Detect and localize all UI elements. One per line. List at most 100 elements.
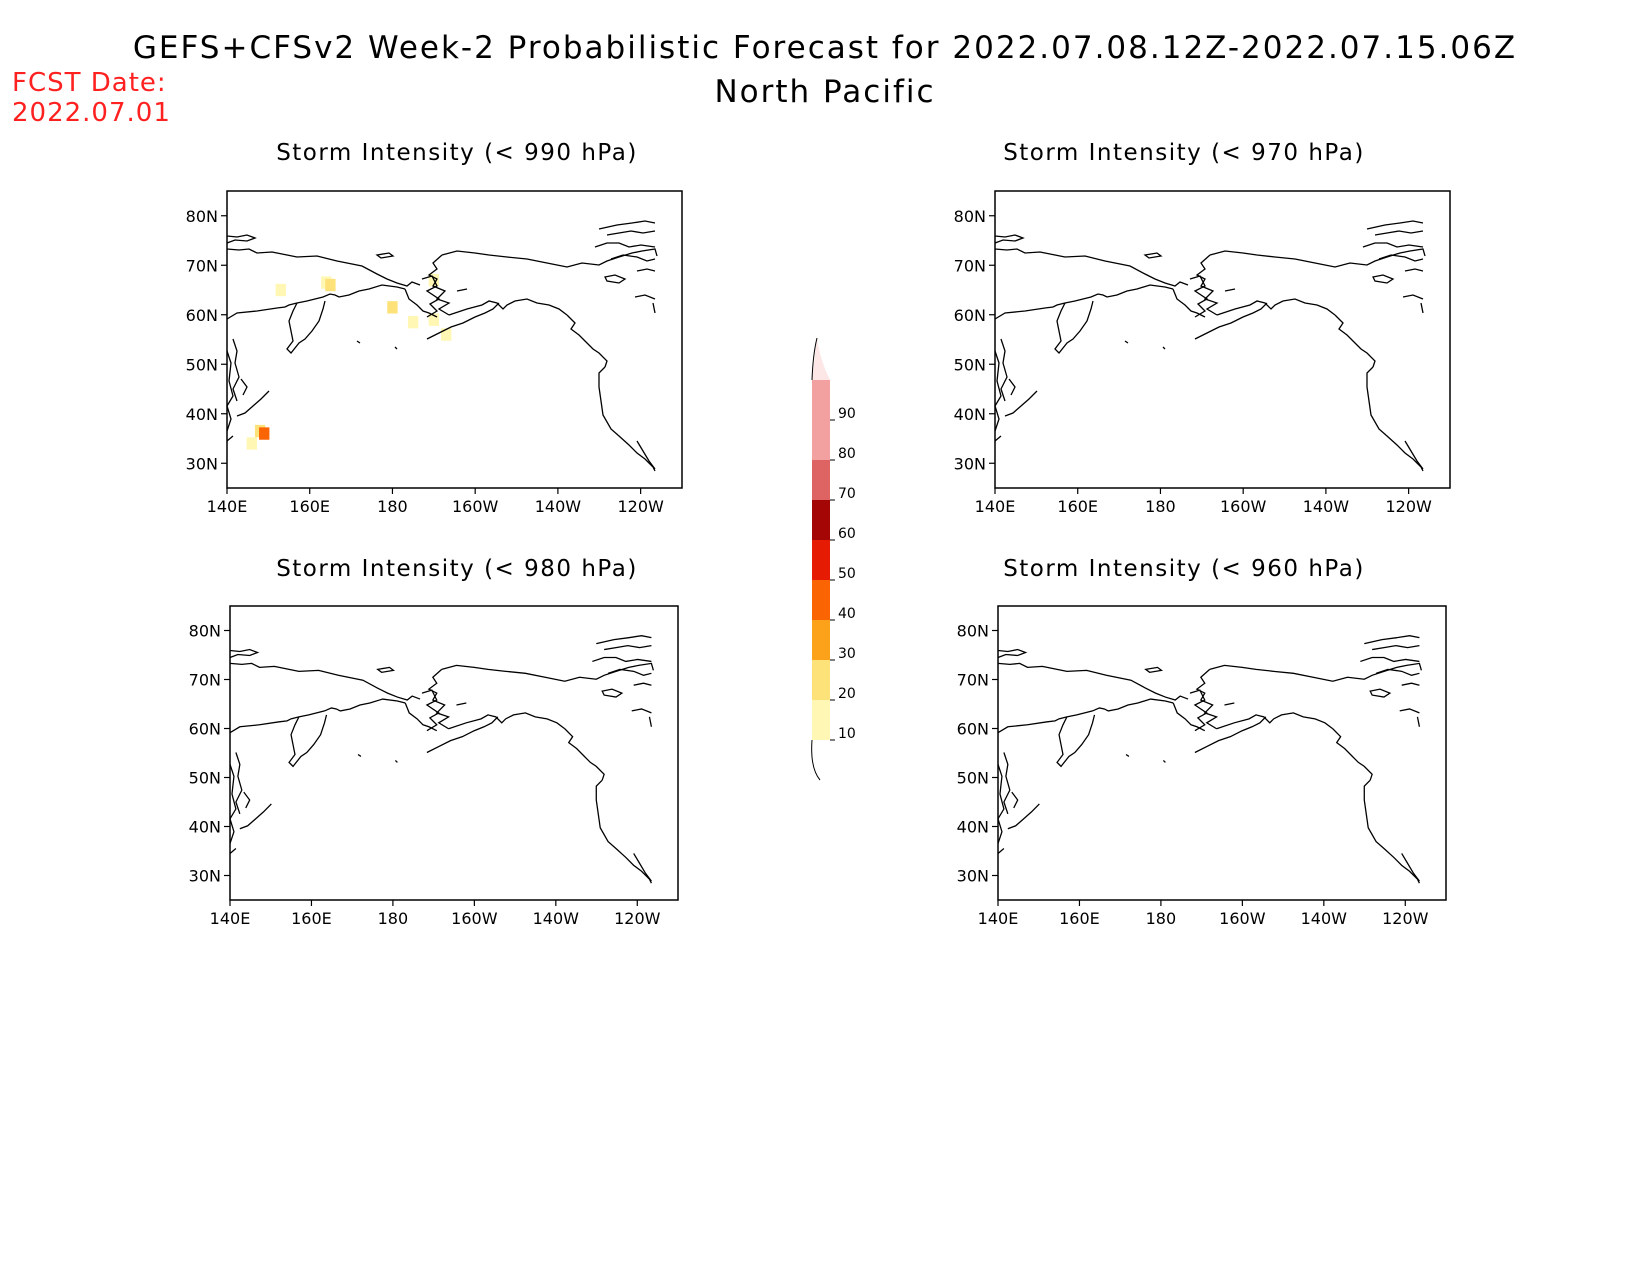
- lat-tick-label: 60N: [186, 306, 218, 325]
- map-frame: [994, 190, 1451, 489]
- probability-cell: [275, 283, 286, 297]
- lat-tick-label: 60N: [957, 720, 989, 739]
- lon-tick-label: 120W: [614, 909, 661, 928]
- probability-cell: [428, 313, 439, 326]
- lat-tick-label: 50N: [957, 769, 989, 788]
- colorbar: 10 20 30 40 50 60 70 80 90: [811, 337, 856, 781]
- colorbar-arrow-edge: [811, 739, 821, 781]
- lat-tick-label: 30N: [954, 454, 986, 473]
- lat-tick-label: 30N: [189, 867, 221, 886]
- colorbar-segment: [812, 660, 830, 700]
- lat-tick-label: 40N: [186, 405, 218, 424]
- lon-tick-label: 140W: [1301, 909, 1348, 928]
- coastline: [226, 220, 658, 472]
- lat-tick-label: 70N: [954, 256, 986, 275]
- lat-tick-label: 50N: [189, 769, 221, 788]
- lon-tick-label: 140E: [207, 497, 248, 516]
- lat-tick-label: 40N: [954, 405, 986, 424]
- panel-title-960: Storm Intensity (< 960 hPa): [1003, 556, 1365, 582]
- probability-cell: [325, 278, 336, 292]
- lon-tick-label: 160E: [291, 909, 332, 928]
- map-980: 140E 160E 180 160W 140W 120W 80N 70N 60N 50N 40N 30…: [189, 605, 679, 928]
- map-960: 140E 160E 180 160W 140W 120W 80N 70N 60N 50N 40N 30…: [957, 605, 1447, 928]
- coastline: [994, 220, 1426, 472]
- lat-tick-label: 30N: [186, 454, 218, 473]
- colorbar-level-label: 30: [838, 646, 856, 662]
- colorbar-segment: [812, 500, 830, 540]
- lat-tick-label: 80N: [186, 207, 218, 226]
- colorbar-level-label: 40: [838, 606, 856, 622]
- lon-tick-label: 160E: [289, 497, 330, 516]
- lon-tick-label: 180: [377, 497, 408, 516]
- probability-cell: [441, 328, 452, 341]
- lat-tick-label: 80N: [954, 207, 986, 226]
- lon-tick-label: 140W: [1303, 497, 1350, 516]
- lat-tick-label: 50N: [954, 355, 986, 374]
- map-frame: [997, 605, 1447, 901]
- colorbar-segment: [812, 620, 830, 660]
- lon-tick-label: 180: [1145, 497, 1176, 516]
- lat-tick-label: 80N: [957, 622, 989, 641]
- lat-tick-label: 60N: [189, 720, 221, 739]
- colorbar-segment: [812, 540, 830, 580]
- probability-cell: [246, 437, 257, 450]
- colorbar-level-label: 20: [838, 686, 856, 702]
- panel-title-970: Storm Intensity (< 970 hPa): [1003, 140, 1365, 166]
- probability-cell: [259, 427, 270, 440]
- lat-tick-label: 70N: [186, 256, 218, 275]
- map-970: 140E 160E 180 160W 140W 120W 80N 70N 60N 50N 40N 30…: [954, 190, 1451, 516]
- lon-tick-label: 140E: [210, 909, 251, 928]
- lat-tick-label: 70N: [189, 671, 221, 690]
- colorbar-level-label: 60: [838, 526, 856, 542]
- coastline: [229, 635, 655, 884]
- lon-tick-label: 160W: [451, 909, 498, 928]
- lon-tick-label: 160W: [1220, 497, 1267, 516]
- lat-tick-label: 30N: [957, 867, 989, 886]
- lat-tick-label: 70N: [957, 671, 989, 690]
- probability-cell: [407, 315, 419, 329]
- lat-tick-label: 40N: [957, 818, 989, 837]
- lon-tick-label: 160W: [1219, 909, 1266, 928]
- lat-tick-label: 80N: [189, 622, 221, 641]
- lat-tick-label: 60N: [954, 306, 986, 325]
- colorbar-segment: [812, 580, 830, 620]
- colorbar-level-label: 10: [838, 726, 856, 742]
- lon-tick-label: 140W: [535, 497, 582, 516]
- lon-tick-label: 160W: [452, 497, 499, 516]
- forecast-date-block: FCST Date: 2022.07.01: [12, 68, 171, 128]
- map-frame: [226, 190, 683, 489]
- colorbar-segment: [812, 460, 830, 500]
- colorbar-segment: [812, 420, 830, 460]
- lon-tick-label: 140E: [978, 909, 1019, 928]
- panel-title-980: Storm Intensity (< 980 hPa): [276, 556, 638, 582]
- lat-tick-label: 50N: [186, 355, 218, 374]
- colorbar-max-arrow: [812, 338, 830, 380]
- colorbar-level-label: 70: [838, 486, 856, 502]
- coastline: [997, 635, 1423, 884]
- colorbar-level-label: 80: [838, 446, 856, 462]
- lon-tick-label: 140E: [975, 497, 1016, 516]
- region-subtitle: North Pacific: [714, 74, 936, 110]
- panel-title-990: Storm Intensity (< 990 hPa): [276, 140, 638, 166]
- lon-tick-label: 120W: [1385, 497, 1432, 516]
- lon-tick-label: 160E: [1057, 497, 1098, 516]
- colorbar-segment: [812, 700, 830, 740]
- lon-tick-label: 180: [378, 909, 409, 928]
- colorbar-min-arrow: [812, 740, 830, 780]
- lon-tick-label: 120W: [1382, 909, 1429, 928]
- lon-tick-label: 120W: [617, 497, 664, 516]
- lat-tick-label: 40N: [189, 818, 221, 837]
- lon-tick-label: 140W: [533, 909, 580, 928]
- forecast-date-value: 2022.07.01: [12, 98, 171, 128]
- colorbar-level-label: 90: [838, 406, 856, 422]
- forecast-date-label: FCST Date:: [12, 68, 167, 98]
- page-title: GEFS+CFSv2 Week-2 Probabilistic Forecast…: [132, 30, 1518, 66]
- probability-cell: [387, 301, 398, 314]
- lon-tick-label: 180: [1146, 909, 1177, 928]
- colorbar-arrow-edge: [811, 337, 818, 381]
- lon-tick-label: 160E: [1059, 909, 1100, 928]
- colorbar-segment: [812, 380, 830, 420]
- map-frame: [229, 605, 679, 901]
- map-990: 140E 160E 180 160W 140W 120W 80N 70N 60N 50N 40N 30…: [186, 190, 683, 516]
